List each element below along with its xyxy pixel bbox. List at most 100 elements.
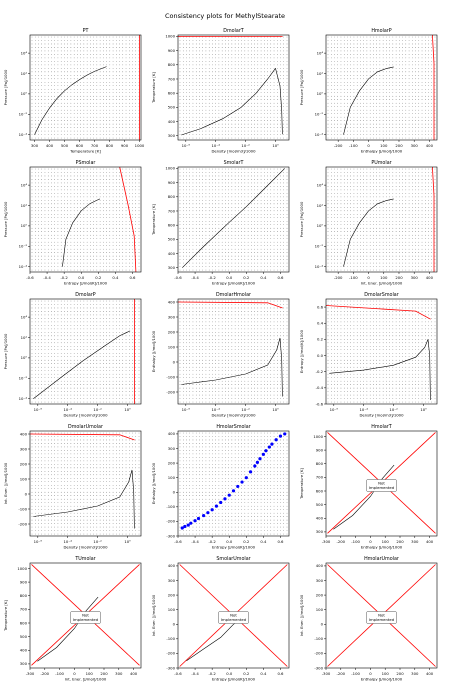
panel-title: PUmolar xyxy=(371,160,391,166)
panel-HmolarSmolar: -0.6 -0.4 -0.2 0.0 0.2 0.4 0.6 -300 -200 -100 0 100… xyxy=(151,424,290,550)
plot-frame xyxy=(177,562,290,669)
y-tick-label: 100 xyxy=(168,607,176,612)
x-tick-label: 0.2 xyxy=(243,275,250,280)
y-tick-label: 10⁴ xyxy=(21,50,28,55)
plot-frame xyxy=(177,34,290,141)
x-tick-label: 200 xyxy=(396,671,404,676)
y-tick-label: 10⁻² xyxy=(19,112,28,117)
x-axis-label: Entropy [J/mol/K]/1000 xyxy=(212,677,256,682)
x-tick-label: 10⁻² xyxy=(93,539,102,544)
y-tick-label: 100 xyxy=(316,607,324,612)
y-tick-label: 400 xyxy=(316,563,324,568)
x-tick-label: -300 xyxy=(26,671,35,676)
y-tick-label: 10⁴ xyxy=(317,182,324,187)
panel-HmolarUmolar: -300 -200 -100 0 100 200 300 400 -300 -200 -100 0 10… xyxy=(299,556,438,682)
y-tick-label: 700 xyxy=(316,475,324,480)
y-tick-label: -300 xyxy=(166,665,175,670)
x-tick-label: 400 xyxy=(426,539,434,544)
y-tick-label: 600 xyxy=(168,90,176,95)
x-tick-label: 0.4 xyxy=(260,539,267,544)
x-tick-label: 10⁻² xyxy=(241,143,250,148)
sample-grid xyxy=(31,432,140,535)
y-tick-label: 500 xyxy=(20,634,28,639)
x-axis-label: Density [mol/m3]/1000 xyxy=(63,413,108,418)
y-tick-label: -100 xyxy=(166,504,175,509)
data-point xyxy=(240,480,244,484)
data-point xyxy=(283,432,287,436)
panel-DmolarT: 10⁻⁶ 10⁻⁴ 10⁻² 10⁰ 300 400 500 600 700 800 900 1000… xyxy=(151,28,290,154)
x-tick-label: 10⁻⁴ xyxy=(212,407,221,412)
panel-title: SmolarUmolar xyxy=(216,556,250,562)
y-tick-label: 300 xyxy=(168,133,176,138)
y-axis-label: Enthalpy [J/mol]/1000 xyxy=(151,330,156,372)
x-tick-label: -0.4 xyxy=(43,275,51,280)
curve-boundary xyxy=(432,167,435,272)
y-tick-label: 10² xyxy=(21,335,28,340)
plot-frame xyxy=(29,166,142,273)
x-tick-label: 10⁻⁶ xyxy=(34,407,43,412)
y-axis-label: Entropy [J/mol/K]/1000 xyxy=(299,329,304,373)
y-tick-label: 0 xyxy=(173,622,176,627)
annotation-box xyxy=(218,611,249,624)
x-tick-label: 200 xyxy=(396,539,404,544)
plot-frame xyxy=(177,298,290,405)
annotation-text: Not xyxy=(378,480,385,485)
y-tick-label: -200 xyxy=(314,651,323,656)
plot-frame xyxy=(29,562,142,669)
x-tick-label: -0.2 xyxy=(208,275,216,280)
x-tick-label: -0.6 xyxy=(26,275,34,280)
x-tick-label: 900 xyxy=(121,143,129,148)
plot-frame xyxy=(325,34,438,141)
y-tick-label: 10⁻⁴ xyxy=(19,396,28,401)
x-tick-label: 0.0 xyxy=(226,275,233,280)
y-tick-label: 1000 xyxy=(165,166,175,171)
y-tick-label: -100 xyxy=(166,636,175,641)
x-tick-label: 100 xyxy=(382,671,390,676)
panel-title: DmolarSmolar xyxy=(364,292,398,298)
annotation-box xyxy=(70,611,101,624)
y-tick-label: 10² xyxy=(21,71,28,76)
x-axis-label: Density [mol/m3]/1000 xyxy=(211,413,256,418)
x-tick-label: 100 xyxy=(382,539,390,544)
panel-HmolarP: -200 -100 0 100 200 300 400 10⁻⁴ 10⁻² 10⁰ 10² 10⁴ Hm… xyxy=(299,28,438,154)
y-axis-label: Temperature [K] xyxy=(151,72,156,104)
y-tick-label: -0.4 xyxy=(316,385,324,390)
data-point xyxy=(253,464,257,468)
y-tick-label: 400 xyxy=(168,251,176,256)
x-axis-label: Density [mol/m3]/1000 xyxy=(63,545,108,550)
panel-DmolarHmolar: 10⁻⁶ 10⁻⁴ 10⁻² 10⁰ -200 -100 0 100 200 300 400 Dmol… xyxy=(151,292,290,418)
panel-title: DmolarT xyxy=(223,28,244,34)
x-axis-label: Entropy [J/mol/K]/1000 xyxy=(64,281,108,286)
x-tick-label: 0 xyxy=(369,671,372,676)
y-tick-label: 400 xyxy=(168,431,176,436)
y-axis-label: Pressure [Pa]/1000 xyxy=(299,201,304,237)
x-tick-label: 100 xyxy=(380,143,388,148)
x-tick-label: 10⁻⁶ xyxy=(34,539,43,544)
y-tick-label: -100 xyxy=(18,506,27,511)
panel-title: HmolarSmolar xyxy=(216,424,250,430)
panel-title: PSmolar xyxy=(76,160,96,166)
x-tick-label: 10⁻⁶ xyxy=(330,407,339,412)
y-tick-label: 800 xyxy=(168,62,176,67)
x-tick-label: 300 xyxy=(411,275,419,280)
y-axis-label: Pressure [Pa]/1000 xyxy=(299,69,304,105)
y-tick-label: 900 xyxy=(316,447,324,452)
x-tick-label: 10⁻⁴ xyxy=(360,407,369,412)
curve-boundary xyxy=(30,433,135,441)
sample-grid xyxy=(179,432,288,535)
y-tick-label: 0 xyxy=(173,490,176,495)
x-tick-label: 10⁻² xyxy=(241,407,250,412)
y-tick-label: 600 xyxy=(20,620,28,625)
x-tick-label: -0.4 xyxy=(191,671,199,676)
curve-band xyxy=(182,168,285,268)
annotation-box xyxy=(366,611,397,624)
x-tick-label: 100 xyxy=(380,275,388,280)
y-tick-label: -200 xyxy=(166,389,175,394)
data-point xyxy=(210,508,214,512)
panel-SmolarUmolar: -0.6 -0.4 -0.2 0.0 0.2 0.4 0.6 -300 -200 -100 0 100… xyxy=(151,556,290,682)
sample-grid xyxy=(179,300,288,403)
y-tick-label: 0 xyxy=(321,622,324,627)
x-tick-label: 0.2 xyxy=(243,539,250,544)
x-axis-label: Entropy [J/mol/K]/1000 xyxy=(212,545,256,550)
y-tick-label: 10⁴ xyxy=(21,182,28,187)
